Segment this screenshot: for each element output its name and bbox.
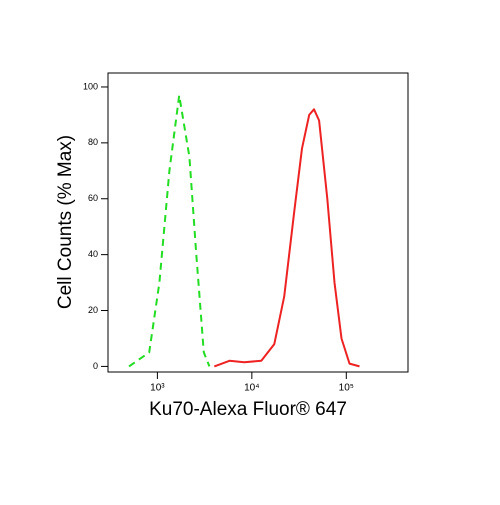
x-tick-label: 10³ [150,383,165,394]
y-tick-label: 0 [93,361,98,371]
line-series [128,94,211,368]
x-tick-label: 10⁵ [339,383,354,394]
y-tick-label: 20 [88,305,98,315]
plot-frame [107,72,409,373]
y-tick-label: 60 [88,193,98,203]
y-tick-label: 100 [83,81,98,91]
y-axis-label: Cell Counts (% Max) [55,135,76,309]
x-tick-label: 10⁴ [244,383,259,394]
y-tick-label: 80 [88,137,98,147]
y-tick-label: 40 [88,249,98,259]
line-series [213,108,360,368]
x-axis-label: Ku70-Alexa Fluor® 647 [149,399,347,420]
